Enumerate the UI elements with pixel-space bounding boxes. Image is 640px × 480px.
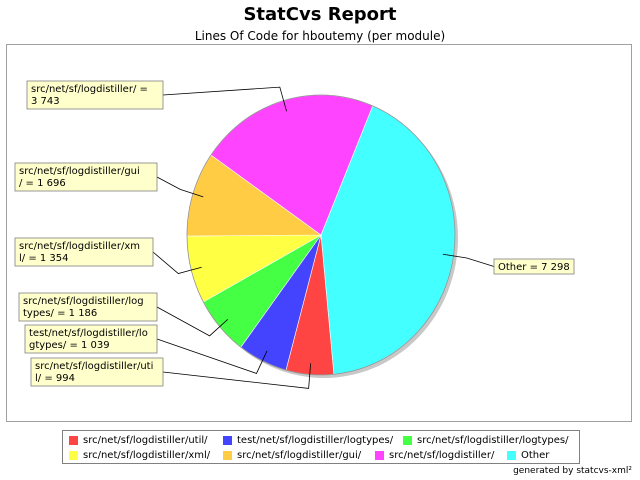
legend-swatch (223, 436, 232, 445)
legend-item: src/net/sf/logdistiller/gui/ (223, 449, 361, 462)
slice-label: src/net/sf/logdistiller/gui/ = 1 696 (14, 162, 158, 192)
slice-label-box (14, 237, 154, 267)
chart-title: StatCvs Report (243, 4, 397, 25)
legend-label: test/net/sf/logdistiller/logtypes/ (237, 435, 394, 446)
legend-item: src/net/sf/logdistiller/logtypes/ (403, 434, 568, 447)
slice-label-text: gtypes/ = 1 039 (29, 340, 110, 351)
legend-swatch (375, 451, 384, 460)
slice-label-text: types/ = 1 186 (23, 308, 97, 319)
slice-label-text: src/net/sf/logdistiller/gui (19, 166, 140, 177)
slice-label-box (30, 357, 164, 387)
slice-label-text: 3 743 (31, 96, 60, 107)
legend: src/net/sf/logdistiller/util/test/net/sf… (62, 430, 580, 464)
legend-item: Other (507, 449, 549, 462)
slice-label-box (18, 292, 158, 322)
leader-line (162, 363, 312, 389)
slice-label: test/net/sf/logdistiller/logtypes/ = 1 0… (24, 324, 158, 354)
slice-label-text: Other = 7 298 (498, 262, 570, 273)
leader-line (162, 86, 287, 112)
legend-item: src/net/sf/logdistiller/ (375, 449, 494, 462)
leader-line (156, 176, 204, 198)
slice-label-text: src/net/sf/logdistiller/log (23, 296, 144, 307)
legend-item: src/net/sf/logdistiller/util/ (69, 434, 208, 447)
footer-credit: generated by statcvs-xml² (513, 466, 632, 476)
pie-outline (186, 94, 456, 376)
legend-item: test/net/sf/logdistiller/logtypes/ (223, 434, 393, 447)
slice-label-text: src/net/sf/logdistiller/ = (31, 84, 148, 95)
slice-label-box (26, 80, 164, 110)
legend-swatch (69, 436, 78, 445)
slice-label: Other = 7 298 (493, 258, 575, 275)
slice-label-text: test/net/sf/logdistiller/lo (29, 328, 148, 339)
slice-label: src/net/sf/logdistiller/util/ = 994 (30, 357, 164, 387)
legend-label: src/net/sf/logdistiller/gui/ (237, 450, 362, 461)
slice-label-text: src/net/sf/logdistiller/uti (35, 361, 153, 372)
slice-label-box (493, 258, 575, 275)
leader-line (156, 306, 229, 337)
leader-line (442, 253, 495, 267)
leader-line (156, 338, 268, 374)
chart-subtitle: Lines Of Code for hboutemy (per module) (194, 29, 446, 43)
slice-label: src/net/sf/logdistiller/xml/ = 1 354 (14, 237, 154, 267)
slice-label-box (24, 324, 158, 354)
slice-label: src/net/sf/logdistiller/ =3 743 (26, 80, 164, 110)
legend-label: src/net/sf/logdistiller/util/ (83, 435, 208, 446)
legend-label: Other (521, 450, 550, 461)
legend-label: src/net/sf/logdistiller/logtypes/ (417, 435, 569, 446)
leader-line (152, 251, 202, 274)
pie-chart: Other = 7 298 src/net/sf/logdistiller/uti… (14, 80, 575, 389)
legend-label: src/net/sf/logdistiller/ (389, 450, 495, 461)
legend-swatch (69, 451, 78, 460)
slice-label-text: / = 1 696 (19, 178, 66, 189)
plot-area: Other = 7 298 src/net/sf/logdistiller/uti… (6, 44, 632, 422)
legend-label: src/net/sf/logdistiller/xml/ (83, 450, 211, 461)
slice-label-text: l/ = 994 (35, 373, 75, 384)
slice-label-text: src/net/sf/logdistiller/xm (19, 241, 140, 252)
slice-label: src/net/sf/logdistiller/logtypes/ = 1 18… (18, 292, 158, 322)
legend-swatch (223, 451, 232, 460)
legend-swatch (507, 451, 516, 460)
legend-swatch (403, 436, 412, 445)
legend-item: src/net/sf/logdistiller/xml/ (69, 449, 210, 462)
slice-label-box (14, 162, 158, 192)
slice-label-text: l/ = 1 354 (19, 253, 69, 264)
